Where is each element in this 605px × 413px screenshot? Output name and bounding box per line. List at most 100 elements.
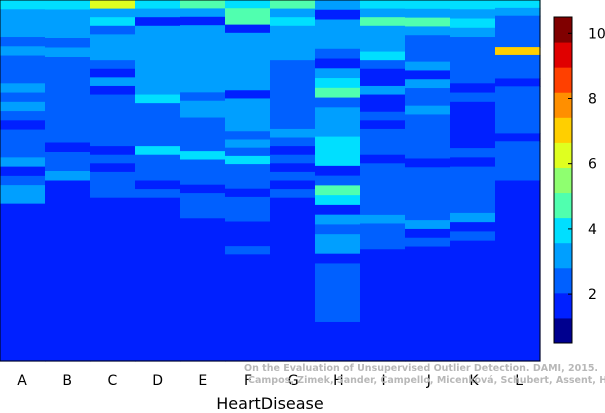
heatmap-cell — [405, 167, 451, 221]
heatmap-cell — [405, 17, 451, 28]
heatmap-cell — [315, 185, 361, 196]
heatmap-cell — [90, 8, 136, 18]
heatmap-cell — [45, 47, 91, 58]
heatmap-cell — [90, 17, 136, 27]
heatmap-cell — [90, 68, 136, 78]
heatmap-cell — [315, 136, 361, 167]
heatmap-cell — [315, 9, 361, 21]
heatmap-cell — [0, 37, 46, 47]
heatmap-cell — [315, 195, 361, 206]
heatmap-cell — [360, 51, 406, 61]
heatmap-cell — [180, 159, 226, 186]
heatmap-cell — [315, 204, 361, 216]
heatmap-cell — [270, 197, 316, 362]
heatmap-cell — [315, 19, 361, 50]
heatmap-cell — [495, 133, 541, 142]
heatmap-cell — [45, 171, 91, 182]
heatmap-cell — [360, 8, 406, 18]
heatmap-cell — [405, 61, 451, 72]
heatmap-cell — [450, 212, 496, 223]
heatmap-cell — [45, 57, 91, 144]
heatmap-cell — [0, 175, 46, 186]
heatmap-cell — [225, 8, 271, 26]
heatmap-cell — [0, 185, 46, 205]
colorbar-tick-labels: 2 4 6 8 10 — [568, 26, 605, 303]
heatmap-cell — [90, 154, 136, 164]
heatmap-cell — [180, 100, 226, 119]
colorbar-segment — [554, 292, 572, 319]
heatmap-cell — [0, 129, 46, 158]
heatmap-cell — [45, 0, 91, 11]
heatmap-cell — [450, 18, 496, 29]
heatmap-cell — [315, 0, 361, 11]
colorbar-segment — [554, 67, 572, 93]
heatmap-cell — [180, 16, 226, 26]
x-tick-label: B — [62, 373, 72, 389]
x-tick-label: A — [17, 373, 27, 389]
heatmap-cell — [0, 92, 46, 103]
heatmap-cell — [405, 88, 451, 107]
heatmap-cell — [315, 107, 361, 138]
credit-line-2: Campos, Zimek, Sander, Campello, Micenko… — [248, 375, 605, 386]
heatmap-cell — [360, 85, 406, 96]
heatmap-cell — [270, 163, 316, 173]
x-axis-title: HeartDisease — [216, 394, 323, 413]
heatmap-cell — [405, 105, 451, 116]
colorbar-segment — [554, 267, 572, 294]
heatmap-cell — [0, 101, 46, 112]
heatmap-cell — [270, 60, 316, 130]
heatmap-cell — [405, 70, 451, 80]
x-tick-label: J — [426, 373, 431, 389]
x-tick-label: C — [108, 373, 118, 389]
heatmap-cell — [495, 7, 541, 17]
colorbar-segment — [554, 167, 572, 194]
heatmap-cell — [270, 0, 316, 10]
heatmap-cell — [90, 34, 136, 61]
heatmap-cell — [90, 146, 136, 156]
heatmap-cell — [405, 26, 451, 36]
heatmap-cell — [495, 0, 541, 9]
heatmap-cell — [360, 223, 406, 250]
heatmap-cell — [315, 165, 361, 177]
heatmap-cell — [225, 254, 271, 362]
colorbar-segment — [554, 217, 572, 244]
heatmap-cell — [315, 175, 361, 186]
x-tick-label: K — [469, 373, 479, 389]
colorbar-segment — [554, 317, 572, 344]
heatmap-cell — [90, 85, 136, 96]
heatmap-cell — [315, 97, 361, 108]
heatmap-cell — [405, 114, 451, 160]
heatmap-cell — [360, 25, 406, 53]
x-tick-label: I — [382, 373, 386, 389]
heatmap-cell — [135, 17, 181, 27]
heatmap-cell — [360, 17, 406, 27]
heatmap-cell — [225, 32, 271, 91]
heatmap-cell — [450, 157, 496, 168]
heatmap-cell — [360, 60, 406, 70]
heatmap-cell — [360, 154, 406, 164]
heatmap-cell — [450, 231, 496, 242]
heatmap-cell — [315, 214, 361, 226]
colorbar-tick-label: 8 — [588, 92, 597, 108]
heatmap-cell — [360, 111, 406, 121]
heatmap-cell — [225, 147, 271, 157]
x-tick-label: F — [244, 373, 252, 389]
heatmap-cell — [180, 25, 226, 93]
heatmap-cell — [450, 166, 496, 214]
heatmap-cell — [450, 27, 496, 38]
heatmap-cell — [0, 166, 46, 177]
colorbar-segment — [554, 142, 572, 168]
heatmap-cell — [135, 189, 181, 199]
colorbar-segment — [554, 17, 572, 43]
colorbar-tick-label: 2 — [588, 287, 597, 303]
heatmap-cell — [90, 25, 136, 35]
heatmap-cell — [225, 196, 271, 223]
heatmap-cell — [270, 17, 316, 27]
heatmap-cell — [180, 8, 226, 18]
heatmap-cell — [0, 9, 46, 38]
heatmap-cell — [180, 193, 226, 219]
heatmap-cell — [135, 25, 181, 96]
heatmap-cell — [135, 154, 181, 182]
heatmap-cell — [315, 224, 361, 235]
heatmap-cell — [225, 221, 271, 247]
